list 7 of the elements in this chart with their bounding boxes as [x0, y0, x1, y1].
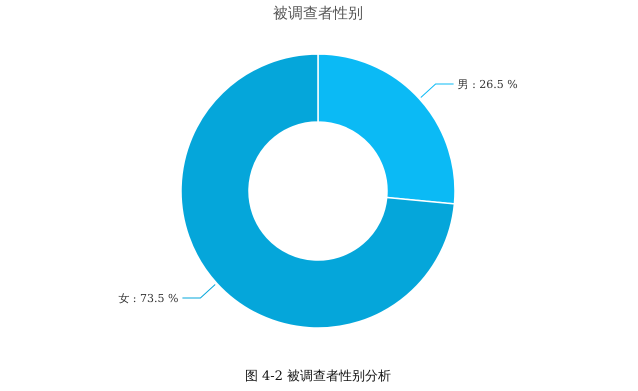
caption: 图 4-2 被调查者性别分析 — [244, 369, 392, 384]
donut-slice — [180, 53, 456, 328]
data-label: : 73.5 % — [129, 292, 178, 306]
chart-title: 被调查者性别 — [273, 4, 363, 22]
data-label: : 26.5 % — [468, 78, 518, 91]
slice-label: 男 — [458, 78, 469, 91]
slice-label: 女 — [118, 292, 130, 306]
